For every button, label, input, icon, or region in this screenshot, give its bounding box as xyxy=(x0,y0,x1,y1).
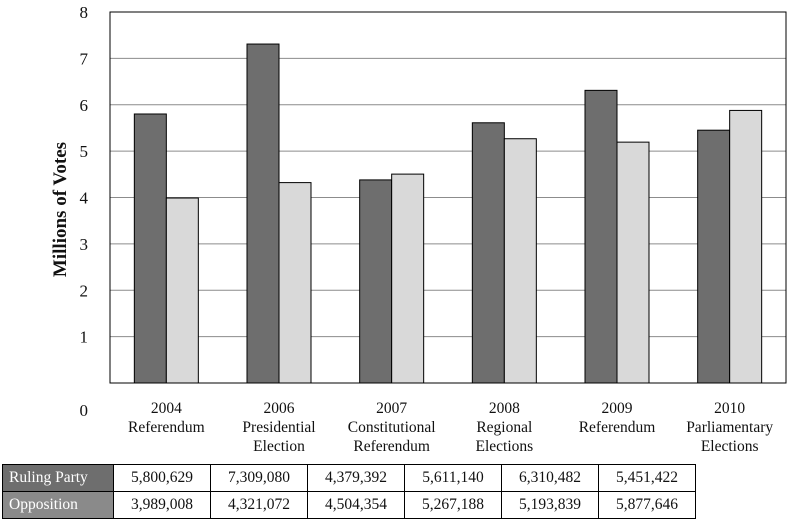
bar-opposition xyxy=(278,182,312,384)
x-category-label: 2010 Parliamentary Elections xyxy=(686,400,773,455)
table-row: Ruling Party 5,800,629 7,309,080 4,379,392 5… xyxy=(2,464,696,492)
table-row-header: Ruling Party xyxy=(2,464,114,492)
x-category-label: 2007 Constitutional Referendum xyxy=(348,400,436,455)
chart: 0 1 2 3 4 5 6 7 8 2004 Referendum 2006 Presidential E… xyxy=(50,3,787,455)
y-tick-label: 6 xyxy=(80,96,89,115)
x-category-label: 2008 Regional Elections xyxy=(475,400,533,455)
bar-ruling-party xyxy=(471,122,505,384)
bar-opposition xyxy=(616,141,650,384)
y-tick-label: 1 xyxy=(80,328,89,347)
table-cell: 7,309,080 xyxy=(210,464,308,492)
table-cell: 3,989,008 xyxy=(113,491,211,519)
table-row: Opposition 3,989,008 4,321,072 4,504,354 5,2… xyxy=(2,491,696,519)
y-tick-label: 8 xyxy=(80,3,89,22)
bar-ruling-party xyxy=(584,89,618,384)
y-tick-label: 4 xyxy=(80,189,89,208)
bar-ruling-party xyxy=(697,129,731,384)
y-tick-label: 0 xyxy=(80,401,89,420)
y-tick-label: 5 xyxy=(80,142,89,161)
table-cell: 6,310,482 xyxy=(501,464,599,492)
bar-opposition xyxy=(729,109,763,384)
bar-ruling-party xyxy=(246,43,280,384)
y-tick-label: 7 xyxy=(80,49,89,68)
table-cell: 5,877,646 xyxy=(598,491,696,519)
x-category-label: 2009 Referendum xyxy=(579,400,656,436)
bar-ruling-party xyxy=(359,179,393,384)
table-cell: 4,321,072 xyxy=(210,491,308,519)
table-cell: 5,451,422 xyxy=(598,464,696,492)
bar-opposition xyxy=(391,173,425,384)
x-category-label: 2004 Referendum xyxy=(128,400,205,436)
table-row-header: Opposition xyxy=(2,491,114,519)
plot-border xyxy=(109,11,787,384)
data-table: Ruling Party 5,800,629 7,309,080 4,379,392 5… xyxy=(2,464,696,519)
table-cell: 4,379,392 xyxy=(307,464,405,492)
bar-opposition xyxy=(503,138,537,384)
bar-ruling-party xyxy=(133,113,167,384)
table-cell: 5,267,188 xyxy=(404,491,502,519)
y-axis-title: Millions of Votes xyxy=(50,142,71,277)
table-cell: 5,193,839 xyxy=(501,491,599,519)
table-cell: 4,504,354 xyxy=(307,491,405,519)
table-cell: 5,611,140 xyxy=(404,464,502,492)
table-cell: 5,800,629 xyxy=(113,464,211,492)
x-category-label: 2006 Presidential Election xyxy=(242,400,315,455)
y-tick-label: 2 xyxy=(80,281,89,300)
y-tick-label: 3 xyxy=(80,235,89,254)
bar-opposition xyxy=(165,197,199,384)
